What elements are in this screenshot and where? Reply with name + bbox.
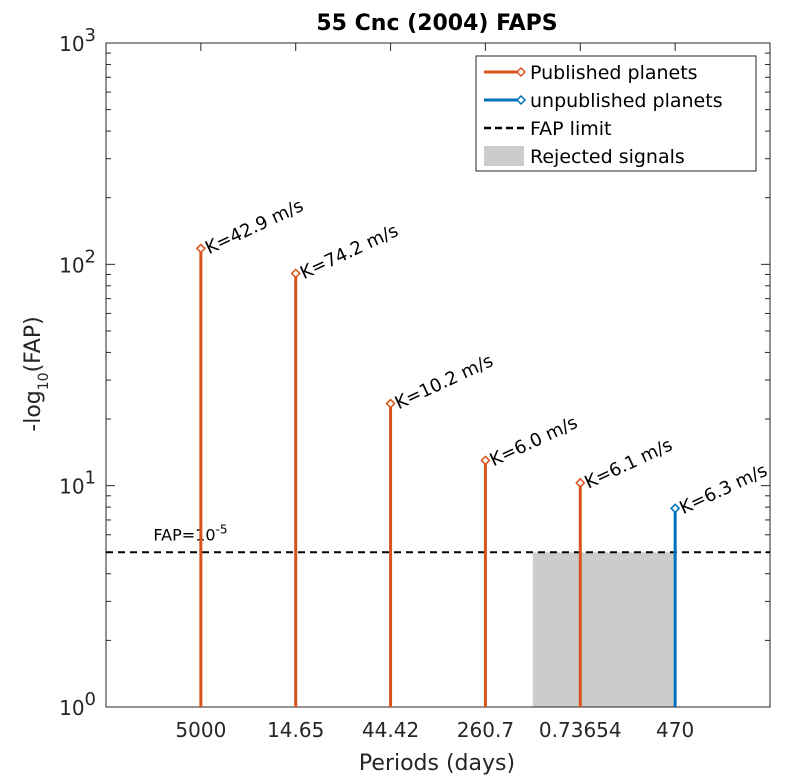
y-axis-label: -log10(FAP) [21,316,52,431]
y-tick-label: 103 [59,25,96,56]
stem-marker [385,398,396,409]
x-tick-label: 0.73654 [539,718,622,742]
stem-data-label: K=6.1 m/s [582,435,676,494]
x-tick-label: 260.7 [457,718,514,742]
stem-marker [480,455,491,466]
stem-data-label: K=10.2 m/s [392,350,497,414]
stem-data-label: K=6.0 m/s [487,412,581,471]
chart-title: 55 Cnc (2004) FAPS [316,11,557,36]
stem-data-label: K=74.2 m/s [297,220,402,284]
axes-box [105,42,771,708]
legend: Published planets unpublished planets FAP … [475,55,757,172]
legend-label: Rejected signals [530,146,685,168]
x-tick-label: 470 [656,718,694,742]
y-tick-label: 102 [59,246,96,277]
rejected-signals-region [532,552,676,707]
stem-marker [670,503,681,514]
y-tick-label: 100 [59,689,96,720]
stem-marker [290,268,301,279]
x-tick-label: 14.65 [267,718,324,742]
x-tick-label: 5000 [175,718,226,742]
y-tick-label: 101 [59,468,96,499]
legend-label: unpublished planets [530,90,723,112]
legend-marker [515,94,527,106]
stem-data-label: K=6.3 m/s [676,460,770,519]
fap-limit-label: FAP=10-5 [153,522,227,544]
legend-label: Published planets [530,62,698,84]
legend-label: FAP limit [530,118,611,140]
x-tick-label: 44.42 [362,718,419,742]
x-axis-label: Periods (days) [359,751,515,776]
stem-marker [195,243,206,254]
legend-marker [515,66,527,78]
stem-data-label: K=42.9 m/s [202,195,307,259]
legend-swatch [484,146,524,166]
stem-marker [575,477,586,488]
